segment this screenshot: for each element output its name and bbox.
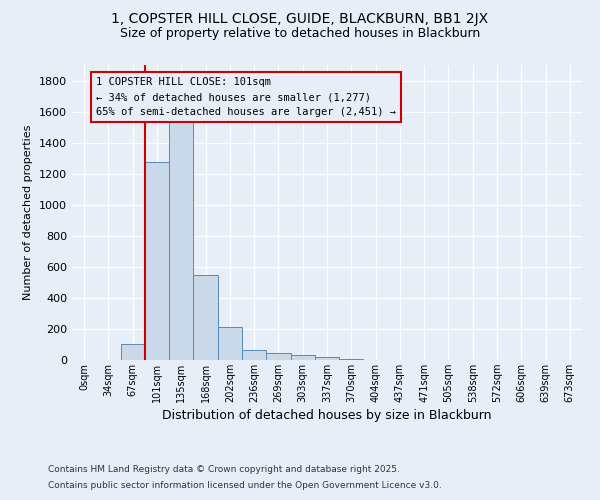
Text: Contains HM Land Registry data © Crown copyright and database right 2025.: Contains HM Land Registry data © Crown c… <box>48 466 400 474</box>
Bar <box>121 344 145 360</box>
Bar <box>315 357 339 360</box>
Bar <box>169 96 193 360</box>
Text: Size of property relative to detached houses in Blackburn: Size of property relative to detached ho… <box>120 28 480 40</box>
Bar <box>193 274 218 360</box>
Bar <box>339 359 364 360</box>
X-axis label: Distribution of detached houses by size in Blackburn: Distribution of detached houses by size … <box>162 409 492 422</box>
Bar <box>218 328 242 360</box>
Bar <box>242 350 266 360</box>
Text: 1 COPSTER HILL CLOSE: 101sqm
← 34% of detached houses are smaller (1,277)
65% of: 1 COPSTER HILL CLOSE: 101sqm ← 34% of de… <box>96 78 396 117</box>
Y-axis label: Number of detached properties: Number of detached properties <box>23 125 34 300</box>
Bar <box>290 356 315 360</box>
Text: Contains public sector information licensed under the Open Government Licence v3: Contains public sector information licen… <box>48 480 442 490</box>
Bar <box>145 162 169 360</box>
Text: 1, COPSTER HILL CLOSE, GUIDE, BLACKBURN, BB1 2JX: 1, COPSTER HILL CLOSE, GUIDE, BLACKBURN,… <box>112 12 488 26</box>
Bar <box>266 352 290 360</box>
